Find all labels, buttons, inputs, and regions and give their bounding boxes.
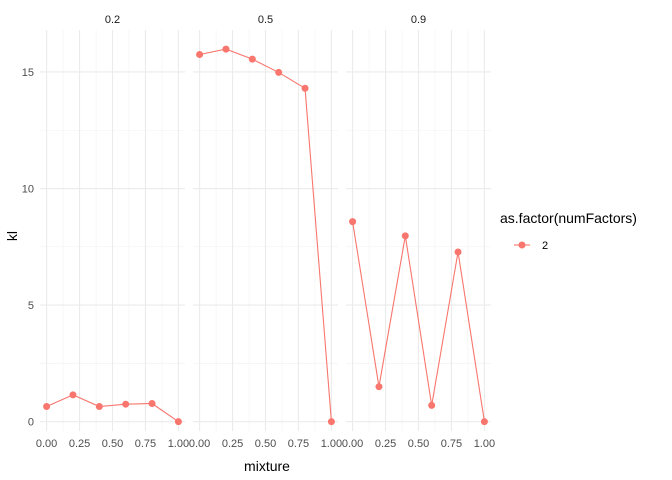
x-tick-label: 0.25 bbox=[222, 438, 243, 450]
series-line bbox=[352, 221, 485, 422]
data-point bbox=[122, 400, 130, 408]
data-point bbox=[174, 418, 182, 426]
x-tick-label: 0.75 bbox=[441, 438, 462, 450]
x-tick-label: 0.25 bbox=[375, 438, 396, 450]
data-point bbox=[428, 401, 436, 409]
data-point bbox=[43, 403, 51, 411]
data-point bbox=[222, 45, 230, 53]
facet-strip-label: 0.2 bbox=[105, 14, 120, 26]
x-tick-label: 0.00 bbox=[342, 438, 363, 450]
data-point bbox=[301, 84, 309, 92]
data-point bbox=[275, 68, 283, 76]
facet-panel: 0.2 0.00 0.25 0.50 0.75 1.00 bbox=[36, 14, 189, 450]
data-point bbox=[148, 399, 156, 407]
x-tick-label: 0.50 bbox=[102, 438, 123, 450]
data-point bbox=[196, 50, 204, 58]
x-tick-label: 0.50 bbox=[255, 438, 276, 450]
data-point bbox=[480, 418, 488, 426]
x-tick-label: 1.00 bbox=[168, 438, 189, 450]
y-axis-title: kl bbox=[4, 231, 20, 241]
legend-entry-label: 2 bbox=[542, 240, 548, 252]
x-tick-label: 0.25 bbox=[69, 438, 90, 450]
x-tick-label: 1.00 bbox=[474, 438, 495, 450]
legend-key-point bbox=[518, 241, 526, 249]
series-line bbox=[46, 394, 179, 423]
facet-panels: 0 5 10 15 0.2 0.00 0.25 0.50 0.75 1.00 0.5 0.00 0.25… bbox=[22, 14, 495, 450]
x-tick-label: 0.50 bbox=[408, 438, 429, 450]
data-point bbox=[327, 418, 335, 426]
facet-panel: 0.9 0.00 0.25 0.50 0.75 1.00 bbox=[342, 14, 495, 450]
x-tick-label: 1.00 bbox=[321, 438, 342, 450]
y-tick-label: 0 bbox=[28, 417, 34, 429]
series-line bbox=[199, 48, 332, 422]
x-tick-label: 0.00 bbox=[36, 438, 57, 450]
facet-strip-label: 0.5 bbox=[258, 14, 273, 26]
x-tick-label: 0.75 bbox=[135, 438, 156, 450]
legend: as.factor(numFactors) 2 bbox=[500, 210, 637, 252]
x-tick-label: 0.00 bbox=[189, 438, 210, 450]
facet-panel: 0.5 0.00 0.25 0.50 0.75 1.00 bbox=[189, 14, 342, 450]
data-point bbox=[95, 403, 103, 411]
y-tick-label: 15 bbox=[22, 67, 34, 79]
facet-strip-label: 0.9 bbox=[411, 14, 426, 26]
data-point bbox=[454, 248, 462, 256]
x-axis-title: mixture bbox=[244, 458, 290, 474]
data-point bbox=[69, 391, 77, 399]
legend-entries: 2 bbox=[514, 240, 548, 252]
y-tick-label: 10 bbox=[22, 184, 34, 196]
legend-title: as.factor(numFactors) bbox=[500, 210, 637, 226]
data-point bbox=[248, 55, 256, 63]
y-tick-label: 5 bbox=[28, 300, 34, 312]
x-tick-label: 0.75 bbox=[288, 438, 309, 450]
data-point bbox=[375, 383, 383, 391]
data-point bbox=[349, 218, 357, 226]
data-point bbox=[401, 232, 409, 240]
